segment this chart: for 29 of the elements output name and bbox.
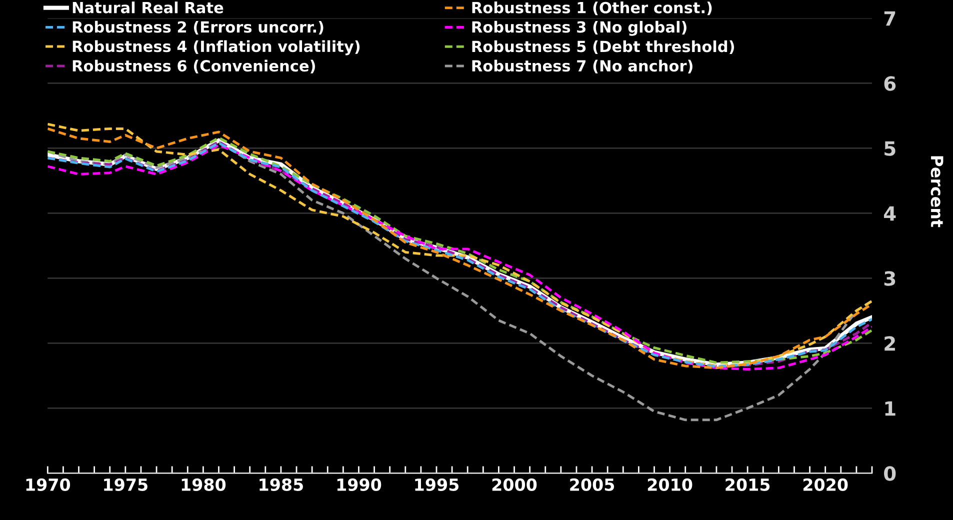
x-tick-label: 1970 xyxy=(26,478,70,491)
legend-label: Natural Real Rate xyxy=(72,2,224,14)
y-tick-label: 3 xyxy=(884,271,896,286)
y-tick-label: 5 xyxy=(884,141,896,156)
x-tick-label: 2000 xyxy=(492,478,537,491)
y-tick-label: 4 xyxy=(884,206,896,221)
y-axis-title: Percent xyxy=(930,156,944,228)
line-series xyxy=(48,140,872,422)
y-tick-label: 0 xyxy=(884,466,896,481)
x-tick-label: 2015 xyxy=(726,478,770,491)
legend-label: Robustness 2 (Errors uncorr.) xyxy=(72,20,324,35)
legend-label: Robustness 7 (No anchor) xyxy=(472,60,692,74)
x-tick-label: 2010 xyxy=(648,478,692,491)
legend-label: Robustness 4 (Inflation volatility) xyxy=(72,40,360,56)
y-tick-label: 2 xyxy=(884,336,895,351)
x-tick-label: 2005 xyxy=(570,478,614,491)
legend-label: Robustness 1 (Other const.) xyxy=(472,2,712,16)
legend-label: Robustness 6 (Convenience) xyxy=(72,60,315,74)
y-tick-label: 1 xyxy=(885,401,896,416)
x-tick-label: 1980 xyxy=(182,478,226,491)
x-tick-label: 1985 xyxy=(260,478,303,491)
legend-label: Robustness 3 (No global) xyxy=(472,20,686,36)
y-tick-label: 6 xyxy=(884,76,896,91)
x-tick-label: 1975 xyxy=(104,478,148,491)
x-tick-label: 1995 xyxy=(415,478,459,491)
x-tick-label: 1990 xyxy=(337,478,382,491)
y-tick-label: 7 xyxy=(884,11,896,26)
x-tick-label: 2020 xyxy=(803,478,848,491)
legend-label: Robustness 5 (Debt threshold) xyxy=(472,40,734,54)
